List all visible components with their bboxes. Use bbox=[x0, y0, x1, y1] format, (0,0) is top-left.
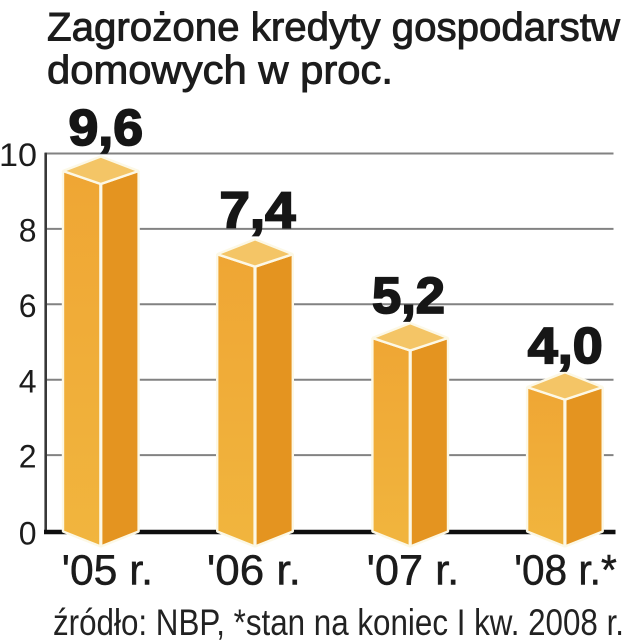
svg-text:7,4: 7,4 bbox=[220, 182, 297, 239]
svg-text:'06 r.: '06 r. bbox=[207, 546, 301, 594]
svg-text:Zagrożone kredyty gospodarstw: Zagrożone kredyty gospodarstw bbox=[47, 6, 620, 50]
svg-text:4: 4 bbox=[19, 363, 37, 399]
svg-text:6: 6 bbox=[19, 288, 37, 324]
svg-text:4,0: 4,0 bbox=[528, 317, 603, 374]
svg-text:'08 r.*: '08 r.* bbox=[514, 546, 617, 594]
svg-text:2: 2 bbox=[19, 439, 37, 475]
svg-text:źródło: NBP, *stan na koniec I: źródło: NBP, *stan na koniec I kw. 2008 … bbox=[53, 602, 624, 640]
svg-text:9,6: 9,6 bbox=[69, 99, 144, 156]
svg-text:5,2: 5,2 bbox=[372, 267, 445, 324]
svg-text:'05 r.: '05 r. bbox=[62, 546, 153, 594]
svg-text:'07 r.: '07 r. bbox=[367, 546, 460, 594]
svg-text:8: 8 bbox=[19, 213, 37, 249]
svg-text:0: 0 bbox=[19, 516, 37, 552]
svg-text:10: 10 bbox=[0, 137, 37, 173]
svg-text:domowych w proc.: domowych w proc. bbox=[47, 48, 393, 92]
